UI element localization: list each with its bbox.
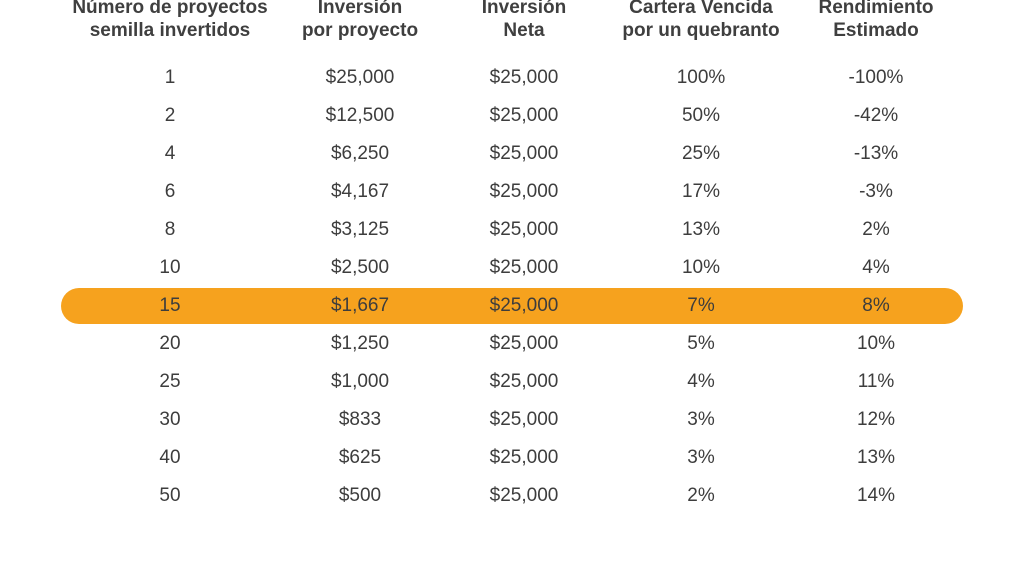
overdue-portfolio-cell: 17% — [681, 181, 721, 202]
net-investment-cell: $25,000 — [489, 333, 559, 354]
header-investment-per-project: Inversión por proyecto — [270, 0, 450, 42]
investment-per-project-cell: $833 — [338, 409, 382, 430]
overdue-portfolio-cell: 4% — [687, 371, 715, 392]
estimated-return-cell: 14% — [856, 485, 896, 506]
net-investment-cell: $25,000 — [489, 67, 559, 88]
num-projects-cell: 20 — [159, 333, 181, 354]
investment-per-project-cell: $1,667 — [330, 295, 390, 316]
num-projects-cell: 6 — [164, 181, 176, 202]
overdue-portfolio-cell: 3% — [687, 447, 715, 468]
table-row: 20 $1,250 $25,000 5% 10% — [0, 326, 1024, 364]
investment-per-project-cell: $3,125 — [330, 219, 390, 240]
net-investment-cell: $25,000 — [489, 181, 559, 202]
header-line: semilla invertidos — [89, 20, 251, 41]
overdue-portfolio-cell: 10% — [681, 257, 721, 278]
investment-per-project-cell: $500 — [338, 485, 382, 506]
num-projects-cell: 25 — [159, 371, 181, 392]
estimated-return-cell: -13% — [853, 143, 899, 164]
overdue-portfolio-cell: 3% — [687, 409, 715, 430]
header-line: por un quebranto — [622, 20, 780, 41]
net-investment-cell: $25,000 — [489, 105, 559, 126]
table-row: 4 $6,250 $25,000 25% -13% — [0, 136, 1024, 174]
table-row: 2 $12,500 $25,000 50% -42% — [0, 98, 1024, 136]
estimated-return-cell: 4% — [862, 257, 890, 278]
estimated-return-cell: 10% — [856, 333, 896, 354]
net-investment-cell: $25,000 — [489, 485, 559, 506]
investment-per-project-cell: $6,250 — [330, 143, 390, 164]
header-line: Cartera Vencida — [629, 0, 773, 18]
table-row: 30 $833 $25,000 3% 12% — [0, 402, 1024, 440]
estimated-return-cell: 13% — [856, 447, 896, 468]
overdue-portfolio-cell: 13% — [681, 219, 721, 240]
net-investment-cell: $25,000 — [489, 409, 559, 430]
header-line: Inversión — [317, 0, 403, 18]
table-header: Número de proyectos semilla invertidos I… — [0, 0, 1024, 46]
table-row: 25 $1,000 $25,000 4% 11% — [0, 364, 1024, 402]
num-projects-cell: 40 — [159, 447, 181, 468]
investment-per-project-cell: $1,000 — [330, 371, 390, 392]
num-projects-cell: 8 — [164, 219, 176, 240]
net-investment-cell: $25,000 — [489, 219, 559, 240]
header-line: Número de proyectos — [72, 0, 268, 18]
investment-per-project-cell: $12,500 — [325, 105, 395, 126]
investment-per-project-cell: $4,167 — [330, 181, 390, 202]
overdue-portfolio-cell: 25% — [681, 143, 721, 164]
estimated-return-cell: -3% — [859, 181, 893, 202]
overdue-portfolio-cell: 50% — [681, 105, 721, 126]
header-line: por proyecto — [301, 20, 419, 41]
estimated-return-cell: 8% — [862, 295, 890, 316]
estimated-return-cell: 2% — [862, 219, 890, 240]
header-estimated-return: Rendimiento Estimado — [788, 0, 964, 42]
investment-per-project-cell: $1,250 — [330, 333, 390, 354]
header-line: Rendimiento — [818, 0, 934, 18]
table-row: 40 $625 $25,000 3% 13% — [0, 440, 1024, 478]
num-projects-cell: 1 — [164, 67, 176, 88]
header-overdue-portfolio: Cartera Vencida por un quebranto — [596, 0, 806, 42]
net-investment-cell: $25,000 — [489, 371, 559, 392]
table-row: 50 $500 $25,000 2% 14% — [0, 478, 1024, 516]
num-projects-cell: 10 — [159, 257, 181, 278]
table-row: 10 $2,500 $25,000 10% 4% — [0, 250, 1024, 288]
net-investment-cell: $25,000 — [489, 447, 559, 468]
header-line: Neta — [503, 20, 545, 41]
table-body: 1 $25,000 $25,000 100% -100% 2 $12,500 $25,000 5… — [0, 60, 1024, 516]
investment-per-project-cell: $2,500 — [330, 257, 390, 278]
estimated-return-cell: -100% — [848, 67, 904, 88]
net-investment-cell: $25,000 — [489, 295, 559, 316]
estimated-return-cell: 11% — [857, 371, 895, 392]
header-num-projects: Número de proyectos semilla invertidos — [48, 0, 292, 42]
num-projects-cell: 30 — [159, 409, 181, 430]
num-projects-cell: 4 — [164, 143, 176, 164]
overdue-portfolio-cell: 5% — [687, 333, 715, 354]
net-investment-cell: $25,000 — [489, 257, 559, 278]
header-line: Estimado — [833, 20, 919, 41]
overdue-portfolio-cell: 2% — [687, 485, 715, 506]
estimated-return-cell: 12% — [856, 409, 896, 430]
num-projects-cell: 15 — [159, 295, 181, 316]
table-row: 1 $25,000 $25,000 100% -100% — [0, 60, 1024, 98]
estimated-return-cell: -42% — [853, 105, 899, 126]
investment-per-project-cell: $25,000 — [325, 67, 395, 88]
overdue-portfolio-cell: 100% — [676, 67, 726, 88]
num-projects-cell: 50 — [159, 485, 181, 506]
table-row-highlighted: 15 $1,667 $25,000 7% 8% — [0, 288, 1024, 326]
table-row: 6 $4,167 $25,000 17% -3% — [0, 174, 1024, 212]
header-net-investment: Inversión Neta — [449, 0, 599, 42]
net-investment-cell: $25,000 — [489, 143, 559, 164]
overdue-portfolio-cell: 7% — [687, 295, 715, 316]
investment-per-project-cell: $625 — [338, 447, 382, 468]
num-projects-cell: 2 — [164, 105, 176, 126]
header-line: Inversión — [481, 0, 567, 18]
table-row: 8 $3,125 $25,000 13% 2% — [0, 212, 1024, 250]
